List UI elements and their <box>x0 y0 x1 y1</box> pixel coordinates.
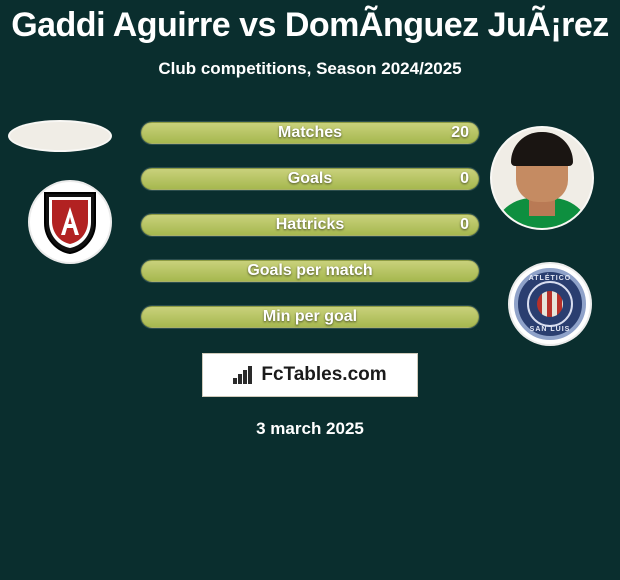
stat-value-right: 20 <box>451 122 469 144</box>
shield-icon <box>41 189 99 255</box>
page-title: Gaddi Aguirre vs DomÃ­nguez JuÃ¡rez <box>0 0 620 45</box>
stat-row: Goals per match <box>140 259 480 283</box>
stat-value-right: 0 <box>460 168 469 190</box>
club-badge-left <box>28 180 112 264</box>
stat-label: Min per goal <box>141 306 479 328</box>
stat-label: Hattricks <box>141 214 479 236</box>
stats-container: Matches20Goals0Hattricks0Goals per match… <box>140 121 480 329</box>
player-avatar-right <box>490 126 594 230</box>
stat-row: Matches20 <box>140 121 480 145</box>
brand-box[interactable]: FcTables.com <box>202 353 418 397</box>
bars-icon <box>233 366 255 384</box>
stat-label: Goals <box>141 168 479 190</box>
club-badge-right: ATLÉTICO SAN LUIS <box>508 262 592 346</box>
stat-row: Min per goal <box>140 305 480 329</box>
stat-row: Goals0 <box>140 167 480 191</box>
date-text: 3 march 2025 <box>0 419 620 439</box>
stat-value-right: 0 <box>460 214 469 236</box>
subtitle: Club competitions, Season 2024/2025 <box>0 59 620 79</box>
club-ring-bottom: SAN LUIS <box>518 326 582 333</box>
stat-row: Hattricks0 <box>140 213 480 237</box>
ring-icon: ATLÉTICO SAN LUIS <box>514 268 586 340</box>
stat-label: Matches <box>141 122 479 144</box>
brand-text: FcTables.com <box>261 364 386 386</box>
stat-label: Goals per match <box>141 260 479 282</box>
player-avatar-left <box>8 120 112 152</box>
